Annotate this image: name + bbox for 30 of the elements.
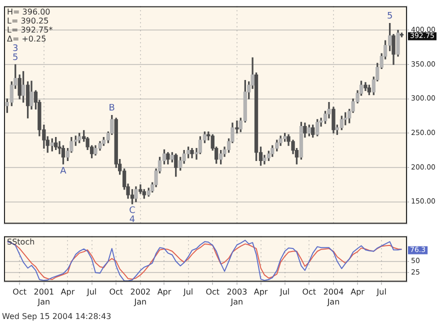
- text: Wed Sep 15 2004 14:28:43: [2, 312, 112, 322]
- x-tick-label: Apr: [157, 288, 172, 297]
- x-tick-label: 2003 Jan: [226, 288, 248, 306]
- x-tick-label: Jul: [376, 288, 386, 297]
- annotation: 3: [12, 44, 18, 54]
- annotation: B: [108, 104, 115, 114]
- annotation: Δ= +0.25: [7, 34, 46, 44]
- annotation: L= 390.25: [7, 16, 49, 26]
- x-tick-label: Jul: [86, 288, 97, 297]
- annotation: L= 392.75*: [7, 25, 53, 34]
- annotation: H= 396.00: [7, 7, 50, 16]
- x-tick-label: 2004 Jan: [323, 288, 344, 306]
- x-tick-label: Oct: [12, 288, 27, 297]
- x-tick-label: 2002 Jan: [130, 288, 151, 306]
- candlestick: [235, 120, 239, 134]
- annotation: 5: [12, 52, 18, 63]
- annotation: C: [129, 206, 136, 216]
- x-tick-label: Jul: [279, 288, 290, 297]
- x-tick-label: Apr: [254, 288, 268, 297]
- x-tick-label: Oct: [206, 288, 220, 297]
- x-tick-label: Oct: [302, 288, 316, 297]
- annotation: 4: [129, 215, 136, 226]
- annotation: 5: [386, 12, 393, 22]
- x-tick-label: 2001 Jan: [34, 288, 54, 306]
- x-tick-label: Apr: [60, 288, 76, 297]
- x-tick-label: Oct: [109, 288, 124, 297]
- x-tick-label: Jul: [182, 288, 194, 297]
- chart-title: SStoch: [7, 237, 35, 246]
- annotation: A: [60, 166, 68, 176]
- x-tick-label: Apr: [350, 288, 366, 297]
